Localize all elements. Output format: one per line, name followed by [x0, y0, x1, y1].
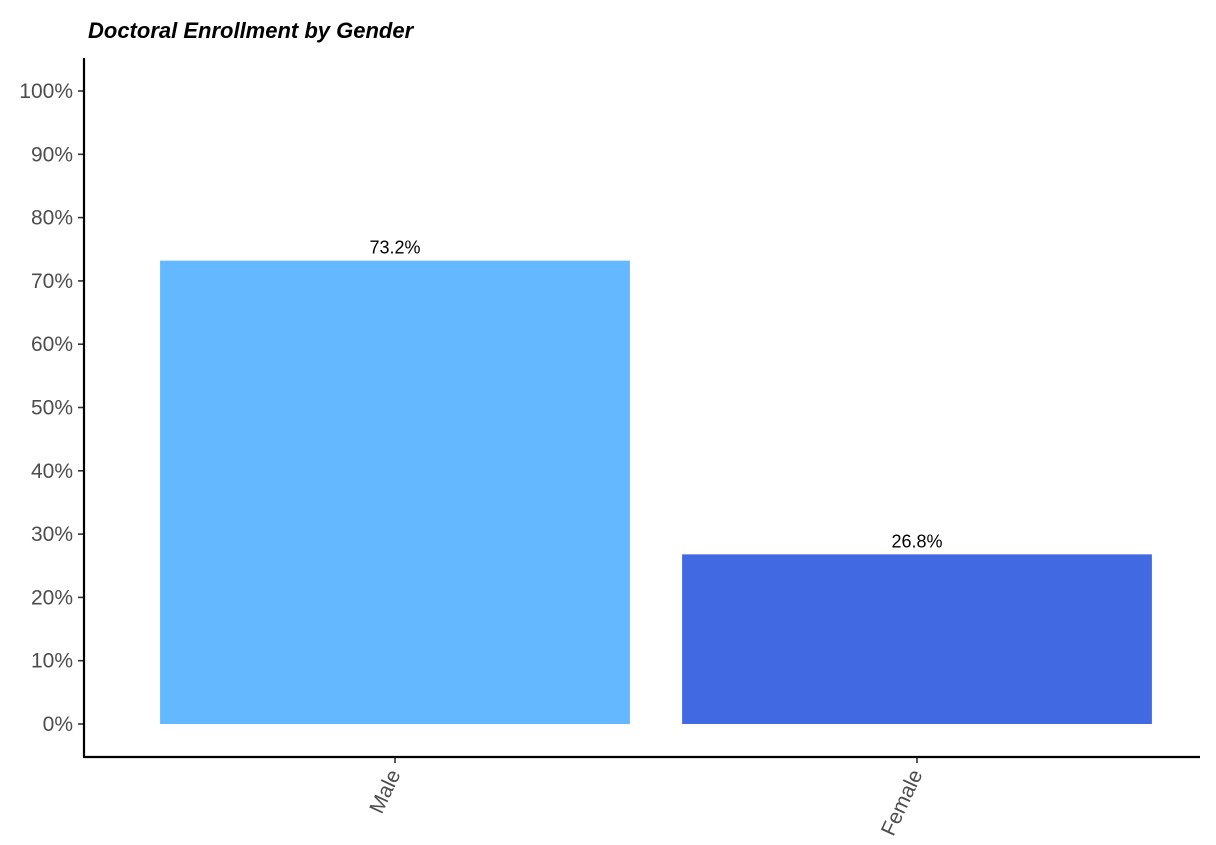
data-label-female: 26.8% — [891, 531, 942, 551]
x-axis: Male Female — [365, 757, 927, 839]
y-tick-label: 50% — [31, 397, 73, 420]
y-tick-label: 80% — [31, 207, 73, 230]
data-labels: 73.2% 26.8% — [369, 238, 942, 552]
bar-male — [160, 260, 630, 724]
bars — [160, 260, 1152, 724]
y-tick-label: 90% — [31, 143, 73, 166]
x-tick-label-male: Male — [365, 766, 405, 817]
y-tick-label: 10% — [31, 650, 73, 673]
data-label-male: 73.2% — [369, 238, 420, 258]
y-tick-label: 100% — [19, 80, 73, 103]
y-tick-label: 60% — [31, 333, 73, 356]
y-tick-label: 0% — [43, 713, 73, 736]
y-tick-label: 40% — [31, 460, 73, 483]
y-tick-label: 70% — [31, 270, 73, 293]
chart-title: Doctoral Enrollment by Gender — [88, 18, 415, 43]
y-tick-label: 30% — [31, 523, 73, 546]
bar-female — [682, 554, 1152, 724]
y-tick-label: 20% — [31, 586, 73, 609]
x-tick-label-female: Female — [877, 766, 927, 839]
y-axis: 0% 10% 20% 30% 40% 50% 60% 70% 80% 90% 100% — [19, 80, 84, 736]
